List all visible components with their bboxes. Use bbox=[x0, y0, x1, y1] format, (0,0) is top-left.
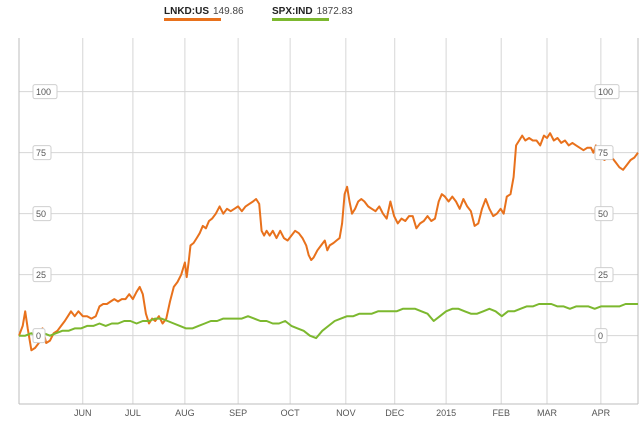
legend-item-spx[interactable]: SPX:IND 1872.83 bbox=[272, 6, 353, 17]
y-tick-label-right: 50 bbox=[598, 209, 608, 219]
series-line-spx bbox=[19, 303, 638, 340]
legend-swatch-spx bbox=[272, 18, 329, 21]
legend-swatch-lnkd bbox=[164, 18, 221, 21]
y-tick-box-left bbox=[32, 84, 58, 100]
series-line-lnkd bbox=[18, 132, 639, 352]
legend-item-lnkd[interactable]: LNKD:US 149.86 bbox=[164, 6, 244, 17]
y-tick-label-left: 25 bbox=[36, 270, 46, 280]
y-tick-label-right: 100 bbox=[598, 87, 613, 97]
y-tick-box-left bbox=[32, 206, 52, 222]
x-tick-label: 2015 bbox=[436, 408, 456, 418]
x-tick-label: FEB bbox=[492, 408, 510, 418]
series-layer bbox=[18, 132, 639, 352]
y-tick-box-right bbox=[594, 145, 614, 161]
y-tick-label-right: 75 bbox=[598, 148, 608, 158]
x-tick-label: NOV bbox=[336, 408, 356, 418]
legend-symbol-lnkd: LNKD:US bbox=[164, 6, 209, 17]
grid-layer bbox=[19, 38, 638, 404]
x-tick-label: APR bbox=[592, 408, 611, 418]
axis-layer bbox=[18, 38, 639, 405]
y-tick-box-right bbox=[594, 328, 608, 344]
legend-value-spx: 1872.83 bbox=[316, 6, 353, 17]
y-tick-label-left: 100 bbox=[36, 87, 51, 97]
x-tick-label: DEC bbox=[385, 408, 405, 418]
y-tick-label-left: 75 bbox=[36, 148, 46, 158]
y-tick-label-right: 25 bbox=[598, 270, 608, 280]
x-tick-label: JUN bbox=[74, 408, 92, 418]
label-layer: 0 0 25 25 50 50 75 75 100 100 JUN JUL AUG SEP OCT NOV DE… bbox=[32, 84, 620, 418]
y-tick-box-right bbox=[594, 206, 614, 222]
x-tick-label: OCT bbox=[281, 408, 301, 418]
legend-value-lnkd: 149.86 bbox=[213, 6, 244, 17]
y-tick-box-left bbox=[32, 328, 46, 344]
y-tick-label-left: 0 bbox=[36, 331, 41, 341]
y-tick-label-left: 50 bbox=[36, 209, 46, 219]
x-tick-label: MAR bbox=[537, 408, 558, 418]
y-tick-box-right bbox=[594, 84, 620, 100]
y-tick-box-left bbox=[32, 145, 52, 161]
x-tick-label: AUG bbox=[175, 408, 195, 418]
legend-symbol-spx: SPX:IND bbox=[272, 6, 313, 17]
y-tick-box-left bbox=[32, 267, 52, 283]
y-tick-box-right bbox=[594, 267, 614, 283]
chart-legend: LNKD:US 149.86 SPX:IND 1872.83 bbox=[0, 6, 643, 26]
y-tick-label-right: 0 bbox=[598, 331, 603, 341]
x-tick-label: SEP bbox=[229, 408, 247, 418]
x-tick-label: JUL bbox=[125, 408, 141, 418]
